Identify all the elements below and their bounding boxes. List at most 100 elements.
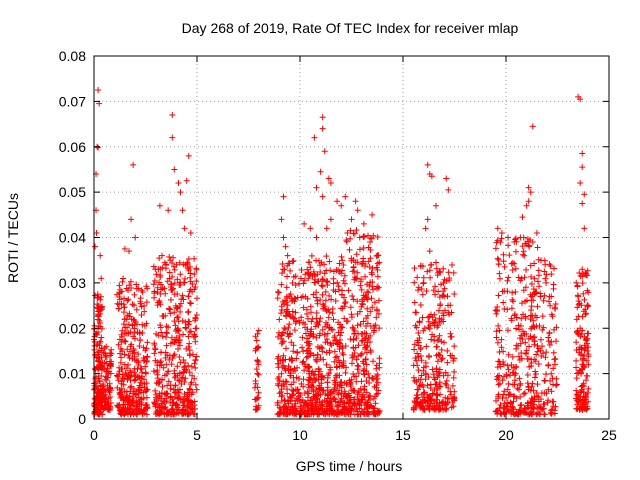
data-point xyxy=(534,303,541,310)
data-point xyxy=(123,365,130,372)
data-point xyxy=(343,238,350,245)
data-point xyxy=(422,225,429,232)
data-point xyxy=(431,386,438,393)
data-point xyxy=(535,267,542,274)
data-point xyxy=(520,311,526,318)
data-point xyxy=(497,275,504,282)
data-point xyxy=(427,381,434,388)
data-point xyxy=(546,329,553,336)
data-point xyxy=(515,353,522,360)
data-point xyxy=(176,393,183,400)
data-point xyxy=(143,402,150,409)
data-point xyxy=(516,335,523,342)
data-point xyxy=(440,310,447,317)
data-point xyxy=(425,373,432,380)
data-point xyxy=(139,369,146,376)
data-point xyxy=(375,310,382,317)
data-point xyxy=(445,384,452,391)
data-point xyxy=(433,265,440,272)
data-point xyxy=(496,270,503,277)
data-point xyxy=(511,239,518,246)
data-point xyxy=(412,355,419,362)
data-point xyxy=(333,387,340,394)
data-point xyxy=(95,358,102,365)
data-point xyxy=(327,216,334,223)
data-point xyxy=(541,401,548,408)
data-point xyxy=(152,345,159,352)
data-point xyxy=(495,358,502,365)
data-point xyxy=(156,202,163,209)
data-point xyxy=(91,403,98,410)
data-point xyxy=(177,359,184,366)
data-point xyxy=(313,184,320,191)
data-point xyxy=(537,336,544,343)
data-point xyxy=(435,336,442,343)
data-point xyxy=(435,370,442,377)
data-point xyxy=(362,292,369,299)
data-point xyxy=(585,398,592,405)
data-point xyxy=(283,306,290,313)
data-point xyxy=(311,375,318,382)
data-point xyxy=(280,383,287,390)
data-point xyxy=(358,378,365,385)
data-point xyxy=(163,334,170,341)
data-point xyxy=(536,403,543,410)
data-point xyxy=(319,345,326,352)
data-point xyxy=(417,400,424,407)
y-tick-label: 0.03 xyxy=(59,275,86,291)
data-point xyxy=(338,390,345,397)
data-point xyxy=(285,363,292,370)
data-point xyxy=(523,202,530,209)
data-point xyxy=(528,293,535,300)
data-point xyxy=(525,198,532,205)
data-point xyxy=(518,275,525,282)
data-point xyxy=(421,406,428,413)
data-point xyxy=(301,220,308,227)
data-point xyxy=(437,405,444,412)
data-point xyxy=(284,252,291,259)
data-point xyxy=(359,260,366,267)
data-point xyxy=(369,271,376,278)
data-point xyxy=(531,260,538,267)
data-point xyxy=(289,258,296,265)
data-point xyxy=(275,364,282,371)
data-point xyxy=(375,297,382,304)
data-point xyxy=(447,391,454,398)
data-point xyxy=(321,270,328,277)
data-point xyxy=(410,406,417,413)
data-point xyxy=(339,267,346,274)
data-point xyxy=(124,405,131,412)
data-point xyxy=(442,400,449,407)
data-point xyxy=(116,364,123,371)
data-point xyxy=(186,299,193,306)
data-point xyxy=(510,404,517,411)
data-point xyxy=(304,400,311,407)
data-point xyxy=(525,383,532,390)
data-point xyxy=(120,321,127,328)
data-point xyxy=(309,379,316,386)
data-point xyxy=(495,374,502,381)
data-point xyxy=(176,333,183,340)
data-point xyxy=(288,357,295,364)
data-point xyxy=(308,318,315,325)
data-point xyxy=(334,279,341,286)
data-point xyxy=(298,314,305,321)
data-point xyxy=(442,369,449,376)
data-point xyxy=(298,294,305,301)
data-point xyxy=(167,399,174,406)
data-point xyxy=(174,291,181,298)
data-point xyxy=(192,284,199,291)
data-point xyxy=(171,374,178,381)
y-tick-label: 0.07 xyxy=(59,93,86,109)
data-point xyxy=(366,374,373,381)
data-point xyxy=(574,292,581,299)
data-point xyxy=(414,287,421,294)
data-point xyxy=(185,362,192,369)
data-point xyxy=(534,348,541,355)
data-point xyxy=(373,391,380,398)
data-point xyxy=(348,406,355,413)
y-tick-label: 0.02 xyxy=(59,320,86,336)
data-point xyxy=(360,318,367,325)
data-point xyxy=(498,235,505,242)
data-point xyxy=(424,161,431,168)
